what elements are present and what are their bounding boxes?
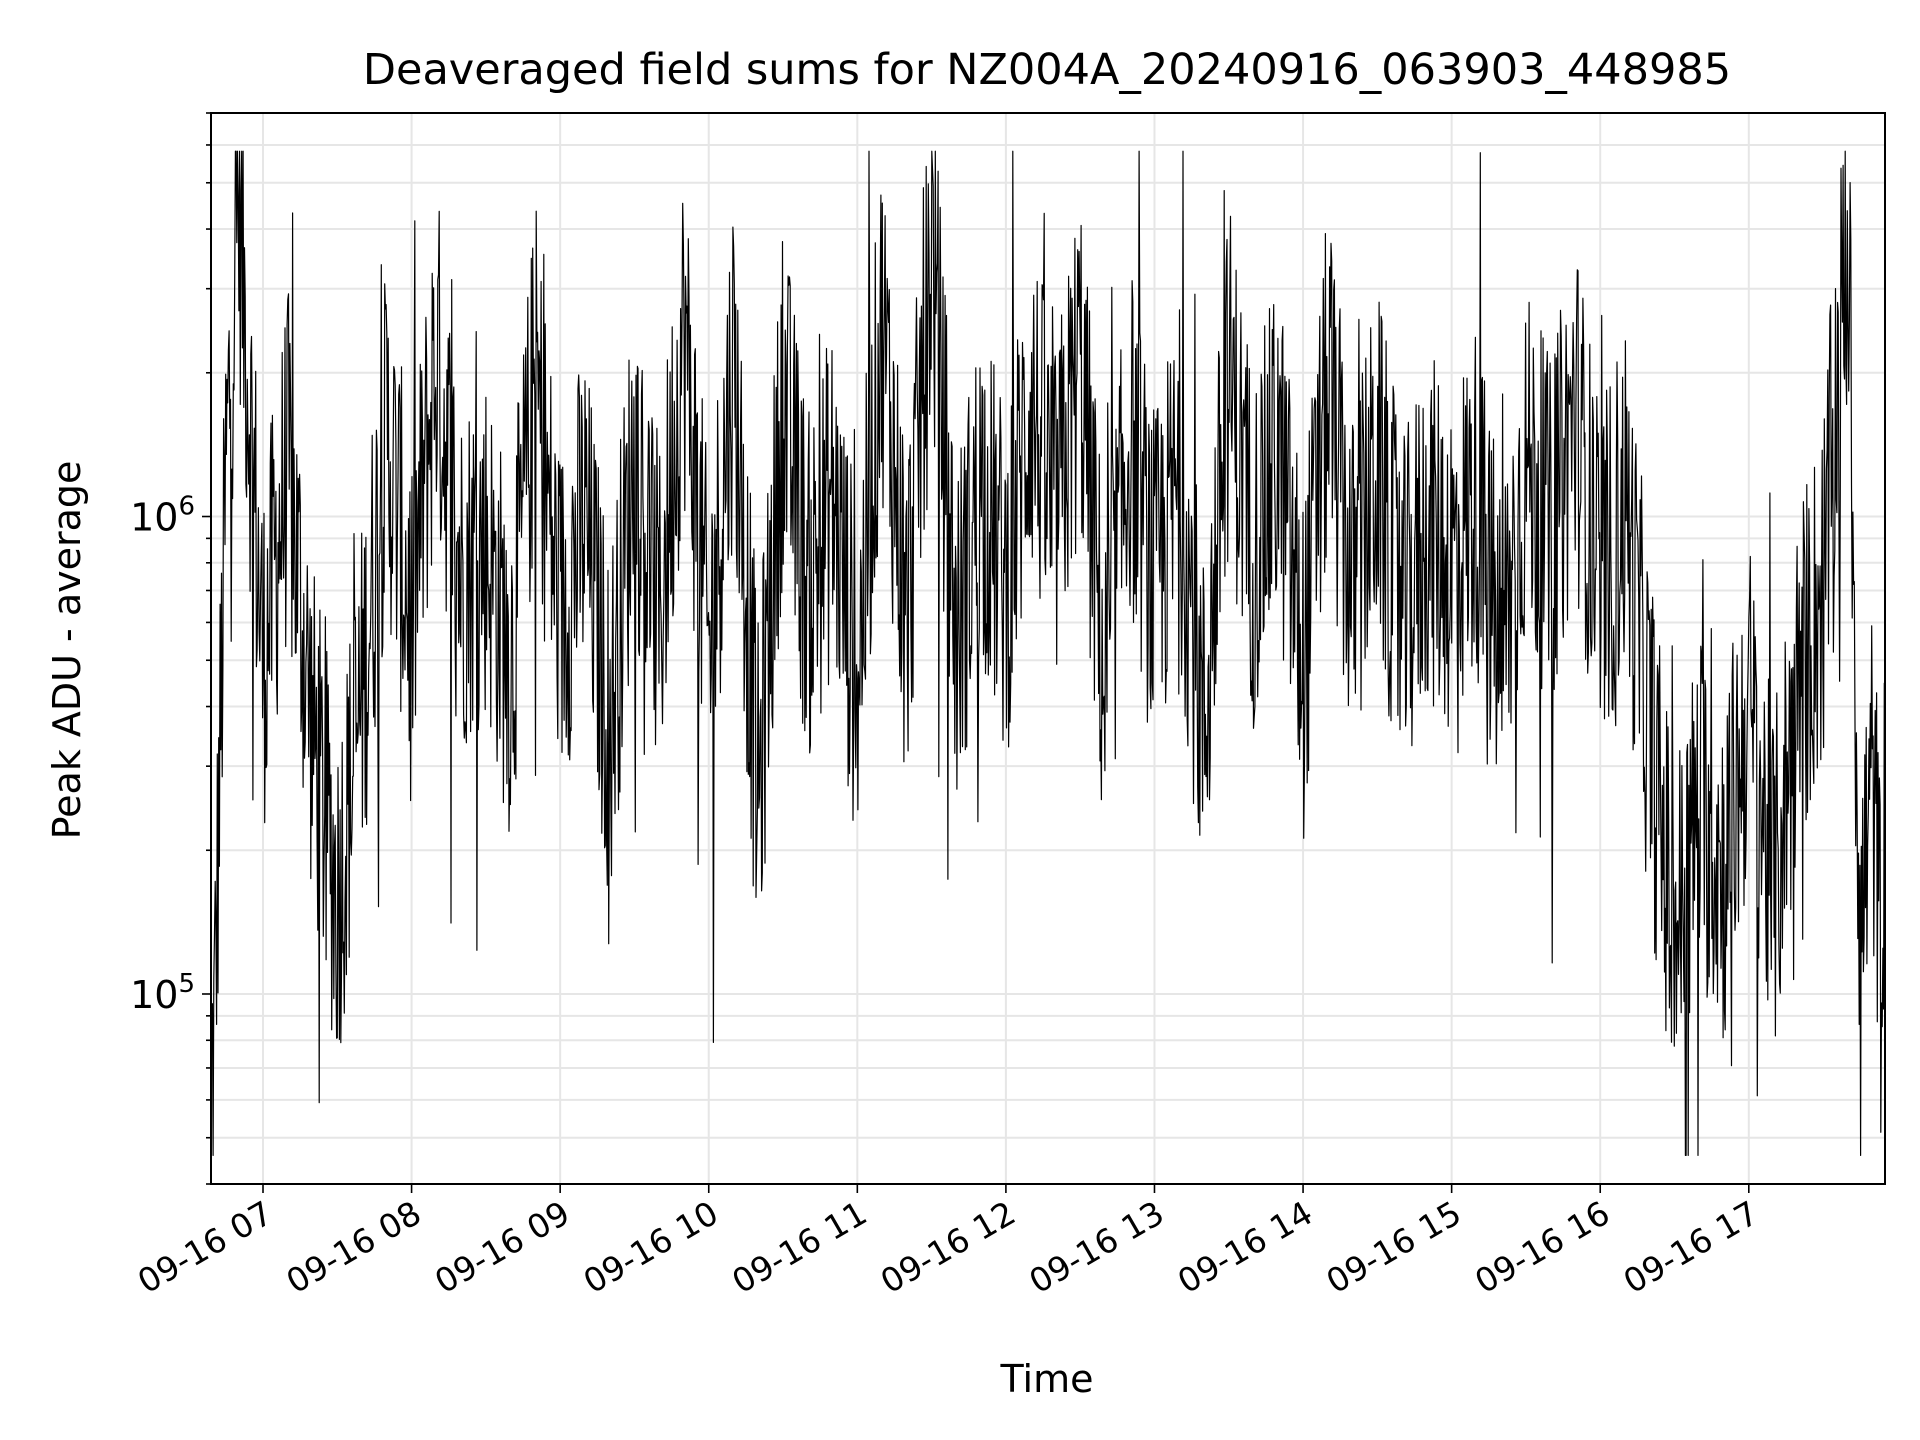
series-line	[210, 150, 1886, 1156]
axes-frame	[210, 112, 1886, 1185]
y-tick-label: 106	[130, 492, 195, 540]
x-axis-label: Time	[1000, 1357, 1094, 1401]
y-tick-label: 105	[130, 969, 195, 1017]
y-axis: 105 106	[130, 112, 211, 1185]
chart-title: Deaveraged field sums for NZ004A_2024091…	[363, 45, 1731, 95]
y-axis-label: Peak ADU - average	[45, 461, 89, 840]
plot-area	[210, 150, 1886, 1156]
